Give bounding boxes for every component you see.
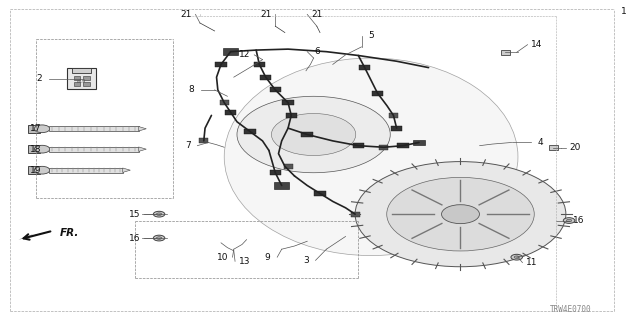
Polygon shape — [123, 168, 131, 172]
Text: 8: 8 — [188, 85, 194, 94]
Text: FR.: FR. — [60, 228, 79, 238]
Polygon shape — [139, 126, 147, 131]
Text: 16: 16 — [573, 216, 584, 225]
Text: 14: 14 — [531, 40, 543, 49]
FancyBboxPatch shape — [225, 110, 236, 115]
FancyBboxPatch shape — [500, 50, 509, 55]
Circle shape — [514, 256, 519, 259]
FancyBboxPatch shape — [223, 49, 238, 55]
FancyBboxPatch shape — [74, 82, 81, 86]
FancyBboxPatch shape — [284, 164, 292, 169]
FancyBboxPatch shape — [285, 113, 297, 118]
FancyBboxPatch shape — [413, 140, 426, 145]
Circle shape — [271, 114, 356, 156]
Circle shape — [154, 211, 165, 217]
FancyBboxPatch shape — [282, 100, 294, 105]
FancyBboxPatch shape — [199, 138, 208, 143]
Circle shape — [35, 166, 50, 174]
FancyBboxPatch shape — [351, 212, 360, 217]
FancyBboxPatch shape — [548, 145, 557, 150]
Circle shape — [563, 218, 575, 223]
Text: 15: 15 — [129, 210, 141, 219]
FancyBboxPatch shape — [28, 124, 40, 133]
Circle shape — [387, 177, 534, 251]
Text: 21: 21 — [260, 10, 271, 19]
FancyBboxPatch shape — [269, 170, 281, 175]
Circle shape — [157, 237, 162, 239]
Text: 12: 12 — [239, 50, 250, 59]
Text: 10: 10 — [217, 253, 228, 262]
Text: 3: 3 — [303, 256, 309, 265]
Ellipse shape — [224, 58, 518, 256]
FancyBboxPatch shape — [353, 143, 364, 148]
Text: 6: 6 — [314, 47, 320, 56]
FancyBboxPatch shape — [49, 168, 124, 173]
Text: 21: 21 — [311, 10, 323, 19]
Text: 18: 18 — [30, 145, 42, 154]
FancyBboxPatch shape — [49, 147, 140, 152]
FancyBboxPatch shape — [28, 145, 40, 153]
Text: 21: 21 — [180, 10, 191, 19]
Circle shape — [154, 235, 165, 241]
FancyBboxPatch shape — [253, 62, 265, 67]
Polygon shape — [19, 231, 53, 240]
Text: 5: 5 — [368, 31, 374, 40]
FancyBboxPatch shape — [67, 68, 97, 89]
Text: ø19: ø19 — [77, 79, 86, 84]
FancyBboxPatch shape — [72, 68, 92, 73]
FancyBboxPatch shape — [380, 145, 388, 150]
FancyBboxPatch shape — [372, 91, 383, 96]
Text: 9: 9 — [265, 253, 271, 262]
Text: 4: 4 — [538, 138, 543, 147]
FancyBboxPatch shape — [28, 166, 40, 174]
FancyBboxPatch shape — [244, 129, 255, 134]
Text: TRW4E0700: TRW4E0700 — [550, 305, 591, 314]
FancyBboxPatch shape — [220, 100, 228, 105]
FancyBboxPatch shape — [215, 62, 227, 67]
Text: 20: 20 — [570, 143, 581, 152]
FancyBboxPatch shape — [391, 125, 403, 131]
Polygon shape — [139, 147, 147, 151]
Circle shape — [237, 96, 390, 173]
FancyBboxPatch shape — [269, 87, 281, 92]
Circle shape — [442, 205, 479, 224]
Text: 11: 11 — [526, 258, 538, 267]
FancyBboxPatch shape — [74, 76, 81, 80]
FancyBboxPatch shape — [301, 132, 313, 137]
Text: 1: 1 — [620, 7, 626, 16]
FancyBboxPatch shape — [397, 143, 409, 148]
FancyBboxPatch shape — [314, 191, 326, 196]
Circle shape — [355, 162, 566, 267]
Circle shape — [35, 145, 50, 153]
Circle shape — [157, 213, 162, 215]
Circle shape — [566, 219, 572, 222]
Text: 2: 2 — [36, 74, 42, 83]
Circle shape — [511, 254, 522, 260]
Text: 16: 16 — [129, 234, 141, 243]
Text: 13: 13 — [239, 257, 250, 266]
FancyBboxPatch shape — [49, 126, 140, 131]
FancyBboxPatch shape — [274, 182, 289, 189]
FancyBboxPatch shape — [83, 76, 90, 80]
FancyBboxPatch shape — [260, 75, 271, 80]
FancyBboxPatch shape — [83, 82, 90, 86]
Text: 17: 17 — [30, 124, 42, 133]
Circle shape — [35, 125, 50, 132]
FancyBboxPatch shape — [359, 65, 371, 70]
Text: 7: 7 — [185, 141, 191, 150]
Text: 19: 19 — [30, 166, 42, 175]
FancyBboxPatch shape — [389, 113, 398, 118]
